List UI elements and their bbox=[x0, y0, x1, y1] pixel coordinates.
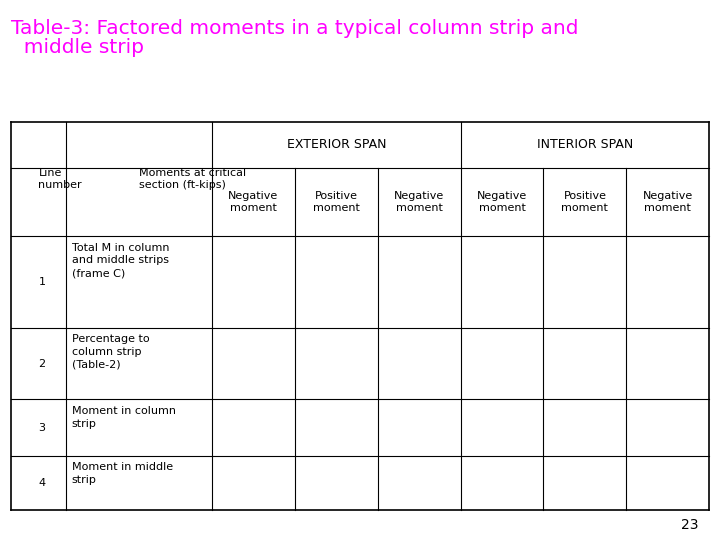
Text: Positive
moment: Positive moment bbox=[562, 191, 608, 213]
Text: Table-3: Factored moments in a typical column strip and: Table-3: Factored moments in a typical c… bbox=[11, 19, 578, 38]
Text: Negative
moment: Negative moment bbox=[394, 191, 444, 213]
Text: Total M in column
and middle strips
(frame C): Total M in column and middle strips (fra… bbox=[72, 242, 169, 278]
Text: Negative
moment: Negative moment bbox=[477, 191, 527, 213]
Text: middle strip: middle strip bbox=[11, 38, 144, 57]
Text: Moments at critical
section (ft-kips): Moments at critical section (ft-kips) bbox=[139, 167, 246, 190]
Text: 4: 4 bbox=[38, 478, 45, 488]
Text: Line
number: Line number bbox=[38, 167, 82, 190]
Text: 23: 23 bbox=[681, 518, 698, 532]
Text: Positive
moment: Positive moment bbox=[313, 191, 360, 213]
Text: 3: 3 bbox=[38, 423, 45, 433]
Text: 1: 1 bbox=[38, 277, 45, 287]
Text: 2: 2 bbox=[38, 359, 45, 368]
Text: INTERIOR SPAN: INTERIOR SPAN bbox=[537, 138, 633, 151]
Text: EXTERIOR SPAN: EXTERIOR SPAN bbox=[287, 138, 386, 151]
Text: Negative
moment: Negative moment bbox=[643, 191, 693, 213]
Text: Negative
moment: Negative moment bbox=[228, 191, 279, 213]
Text: Moment in middle
strip: Moment in middle strip bbox=[72, 462, 173, 485]
Text: Percentage to
column strip
(Table-2): Percentage to column strip (Table-2) bbox=[72, 334, 150, 370]
Text: Moment in column
strip: Moment in column strip bbox=[72, 406, 176, 429]
